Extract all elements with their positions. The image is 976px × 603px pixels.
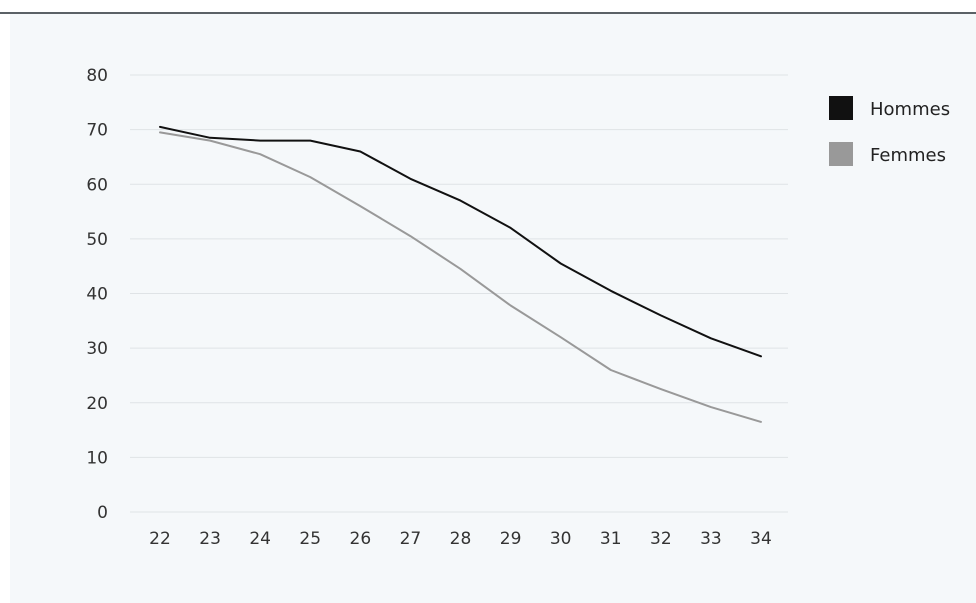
- legend: Hommes Femmes: [829, 96, 950, 166]
- x-tick-label: 23: [199, 529, 221, 549]
- legend-swatch-femmes: [829, 142, 853, 166]
- y-axis: 0 10 20 30 40 50 60 70 80: [86, 66, 108, 523]
- x-tick-label: 22: [149, 529, 171, 549]
- x-axis: 22 23 24 25 26 27 28 29 30 31 32 33 34: [149, 529, 772, 549]
- x-tick-label: 24: [249, 529, 271, 549]
- x-tick-label: 25: [299, 529, 321, 549]
- top-divider: [0, 12, 976, 14]
- y-tick-label: 60: [86, 175, 108, 195]
- y-tick-label: 70: [86, 121, 108, 141]
- grid-lines: [130, 74, 788, 513]
- x-tick-label: 28: [450, 529, 472, 549]
- legend-label-femmes: Femmes: [870, 145, 946, 166]
- series-lines: [159, 125, 762, 423]
- y-tick-label: 80: [86, 66, 108, 86]
- x-tick-label: 30: [550, 529, 572, 549]
- x-tick-label: 29: [500, 529, 522, 549]
- x-tick-label: 26: [350, 529, 372, 549]
- y-tick-label: 30: [86, 339, 108, 359]
- y-tick-label: 20: [86, 394, 108, 414]
- series-line-femmes: [159, 131, 762, 423]
- legend-label-hommes: Hommes: [870, 99, 950, 120]
- legend-swatch-hommes: [829, 96, 853, 120]
- y-tick-label: 40: [86, 285, 108, 305]
- y-tick-label: 50: [86, 230, 108, 250]
- series-line-hommes: [159, 125, 762, 358]
- x-tick-label: 33: [700, 529, 722, 549]
- x-tick-label: 34: [750, 529, 772, 549]
- x-tick-label: 32: [650, 529, 672, 549]
- x-tick-label: 31: [600, 529, 622, 549]
- y-tick-label: 10: [86, 448, 108, 468]
- x-tick-label: 27: [400, 529, 422, 549]
- chart-panel: [10, 14, 976, 603]
- y-tick-label: 0: [97, 503, 108, 523]
